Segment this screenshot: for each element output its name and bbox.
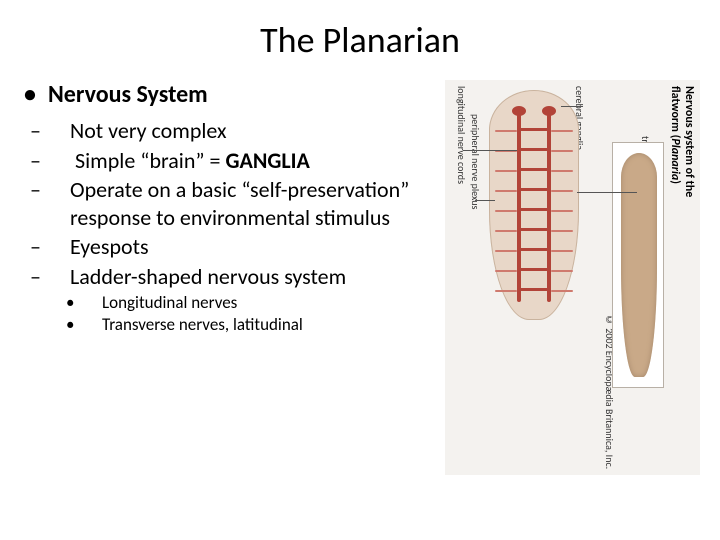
plexus-icon xyxy=(551,150,573,152)
label-longitudinal-nerve-cords: longitudinal nerve cords xyxy=(455,86,468,184)
text-column: Nervous System Not very complex Simple “… xyxy=(30,80,445,475)
bullet-level2: Operate on a basic “self-preservation” r… xyxy=(30,176,439,231)
plexus-icon xyxy=(551,230,573,232)
commissure-icon xyxy=(519,168,549,171)
worm-nervous-icon xyxy=(489,90,579,320)
plexus-icon xyxy=(495,230,517,232)
leader-line xyxy=(475,200,495,201)
plexus-icon xyxy=(495,210,517,212)
plexus-icon xyxy=(551,270,573,272)
commissure-icon xyxy=(519,248,549,251)
section-heading: Nervous System xyxy=(30,80,439,109)
content-area: Nervous System Not very complex Simple “… xyxy=(0,72,720,475)
bullet-level2: Not very complex xyxy=(30,117,439,145)
leader-line xyxy=(577,192,637,193)
worm-body-box xyxy=(612,142,664,388)
caption-line2-ital: Planaria xyxy=(668,138,682,180)
plexus-icon xyxy=(495,130,517,132)
plexus-icon xyxy=(551,190,573,192)
caption-line2-post: ) xyxy=(668,180,682,184)
plexus-icon xyxy=(495,250,517,252)
plexus-icon xyxy=(551,210,573,212)
plexus-icon xyxy=(551,250,573,252)
commissure-icon xyxy=(519,128,549,131)
diagram-column: Nervous system of the flatworm (Planaria… xyxy=(445,80,700,475)
commissure-icon xyxy=(519,148,549,151)
commissure-icon xyxy=(519,208,549,211)
bullet-level2: Ladder-shaped nervous system xyxy=(30,263,439,291)
plexus-icon xyxy=(495,190,517,192)
plexus-icon xyxy=(495,170,517,172)
planarian-diagram: Nervous system of the flatworm (Planaria… xyxy=(445,80,700,475)
caption-line2-pre: flatworm ( xyxy=(668,86,682,138)
plexus-icon xyxy=(551,170,573,172)
bullet-level3: Longitudinal nerves xyxy=(30,292,439,313)
worm-outline-icon xyxy=(489,90,579,320)
commissure-icon xyxy=(519,268,549,271)
commissure-icon xyxy=(519,288,549,291)
plexus-icon xyxy=(551,130,573,132)
bullet-level3: Transverse nerves, latitudinal xyxy=(30,314,439,335)
bullet-level2: Eyespots xyxy=(30,233,439,261)
diagram-caption: Nervous system of the flatworm (Planaria… xyxy=(668,86,696,197)
plexus-icon xyxy=(495,290,517,292)
plexus-icon xyxy=(495,270,517,272)
leader-line xyxy=(561,106,583,107)
commissure-icon xyxy=(519,188,549,191)
page-title: The Planarian xyxy=(0,0,720,72)
bullet-level2: Simple “brain” = GANGLIA xyxy=(30,147,439,175)
bullet-text: Simple “brain” = xyxy=(75,147,226,174)
label-peripheral-nerve-plexus: peripheral nerve plexus xyxy=(469,114,482,209)
commissure-icon xyxy=(519,228,549,231)
caption-line1: Nervous system of the xyxy=(682,86,696,197)
worm-body-icon xyxy=(621,153,657,377)
leader-line xyxy=(463,150,517,151)
plexus-icon xyxy=(551,290,573,292)
bullet-bold: GANGLIA xyxy=(225,147,309,174)
